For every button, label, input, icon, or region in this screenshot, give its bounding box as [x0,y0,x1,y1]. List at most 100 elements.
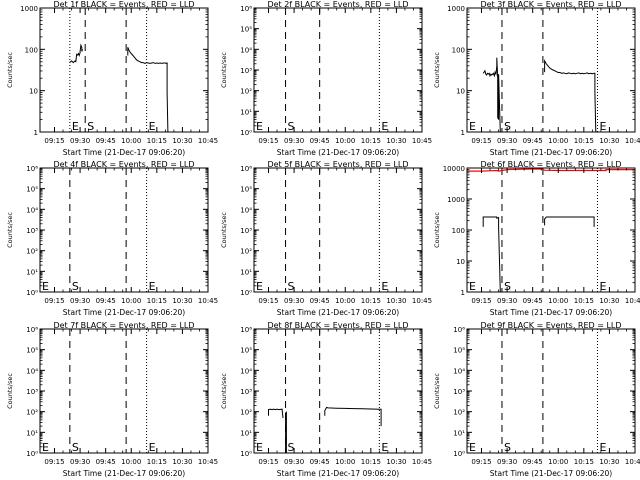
y-tick-label: 10⁶ [240,165,252,173]
y-axis-label: Counts/sec [220,212,228,248]
x-tick-label: 09:45 [310,297,330,305]
x-tick-label: 10:00 [121,458,141,466]
y-tick-label: 1 [461,129,465,137]
plot-frame [253,328,423,454]
y-tick-label: 100 [452,227,465,235]
x-tick-label: 10:00 [548,297,568,305]
panel-det-8: Det 8f BLACK = Events, RED = LLD Counts/s… [220,321,432,478]
events-series-line [544,216,595,227]
x-tick-label: 10:30 [599,297,619,305]
x-tick-label: 10:30 [172,137,192,145]
x-tick-label: 09:15 [258,137,278,145]
y-tick-label: 10⁵ [453,347,465,355]
plot-frame [466,7,636,133]
x-tick-label: 10:15 [147,137,167,145]
y-tick-label: 10⁵ [26,186,38,194]
panel-det-6: Det 6f BLACK = Events, RED = LLD Counts/s… [433,160,640,317]
y-tick-label: 10⁶ [453,326,465,334]
marker-label-e: E [42,441,49,454]
x-tick-label: 10:45 [198,458,218,466]
x-tick-label: 10:45 [625,458,640,466]
panel-title: Det 3f BLACK = Events, RED = LLD [480,0,621,9]
x-tick-label: 10:00 [335,297,355,305]
x-tick-label: 09:30 [284,297,304,305]
marker-label-s: S [504,441,511,454]
events-series-line [127,47,169,133]
y-axis-label: Counts/sec [6,212,14,248]
panel-title: Det 8f BLACK = Events, RED = LLD [267,321,408,330]
x-tick-label: 10:00 [121,137,141,145]
events-series-line [268,408,284,418]
x-tick-label: 09:45 [310,458,330,466]
x-tick-label: 09:30 [284,137,304,145]
x-axis-label: Start Time (21-Dec-17 09:06:20) [490,148,612,157]
x-tick-label: 10:15 [361,297,381,305]
events-series-line [544,59,597,133]
x-tick-label: 09:45 [96,458,116,466]
panel-title: Det 2f BLACK = Events, RED = LLD [267,0,408,9]
plot-frame [39,328,209,454]
y-tick-label: 10⁵ [240,26,252,34]
x-tick-label: 10:30 [386,137,406,145]
y-axis-label: Counts/sec [433,52,441,88]
x-tick-label: 09:30 [70,297,90,305]
x-tick-label: 09:15 [44,458,64,466]
y-tick-label: 10⁰ [453,450,465,458]
marker-label-e: E [469,280,476,293]
y-tick-label: 10⁴ [240,46,252,54]
y-axis-label: Counts/sec [433,212,441,248]
x-tick-label: 10:30 [386,458,406,466]
marker-label-e: E [469,441,476,454]
x-tick-label: 10:15 [361,458,381,466]
marker-label-e: E [599,280,606,293]
x-tick-label: 10:45 [412,458,432,466]
marker-label-e: E [149,280,156,293]
y-tick-label: 10⁴ [453,367,465,375]
x-axis-label: Start Time (21-Dec-17 09:06:20) [63,308,185,317]
marker-label-e: E [599,441,606,454]
marker-label-s: S [72,441,79,454]
x-tick-label: 10:45 [625,137,640,145]
panel-det-9: Det 9f BLACK = Events, RED = LLD Counts/s… [433,321,640,478]
plot-frame [253,167,423,293]
y-axis-label: Counts/sec [433,373,441,409]
x-axis-label: Start Time (21-Dec-17 09:06:20) [490,308,612,317]
panel-det-5: Det 5f BLACK = Events, RED = LLD Counts/s… [220,160,432,317]
marker-label-s: S [72,280,79,293]
x-tick-label: 09:30 [70,137,90,145]
y-tick-label: 10³ [26,388,38,396]
x-tick-label: 10:45 [198,137,218,145]
x-tick-label: 10:15 [147,297,167,305]
y-tick-label: 1000 [447,196,465,204]
y-tick-label: 100 [25,46,38,54]
marker-label-s: S [504,280,511,293]
y-tick-label: 10³ [240,227,252,235]
y-axis-label: Counts/sec [6,373,14,409]
marker-label-e: E [149,441,156,454]
marker-label-e: E [149,120,156,133]
y-tick-label: 10² [26,409,38,417]
plot-frame [39,167,209,293]
x-tick-label: 10:45 [412,137,432,145]
marker-label-s: S [288,120,295,133]
x-tick-label: 10:30 [599,458,619,466]
y-tick-label: 10 [456,88,465,96]
x-tick-label: 09:15 [471,137,491,145]
panel-title: Det 6f BLACK = Events, RED = LLD [480,160,621,169]
x-tick-label: 10:45 [412,297,432,305]
x-tick-label: 10:45 [625,297,640,305]
marker-label-e: E [469,120,476,133]
marker-label-e: E [599,120,606,133]
x-tick-label: 10:00 [335,458,355,466]
y-axis-label: Counts/sec [220,52,228,88]
y-tick-label: 10² [240,248,252,256]
x-tick-label: 09:45 [523,137,543,145]
y-tick-label: 100 [452,46,465,54]
y-tick-label: 10⁶ [26,326,38,334]
marker-label-e: E [381,441,388,454]
marker-label-e: E [72,120,79,133]
x-tick-label: 10:30 [172,297,192,305]
y-tick-label: 10¹ [453,429,465,437]
marker-label-e: E [381,280,388,293]
